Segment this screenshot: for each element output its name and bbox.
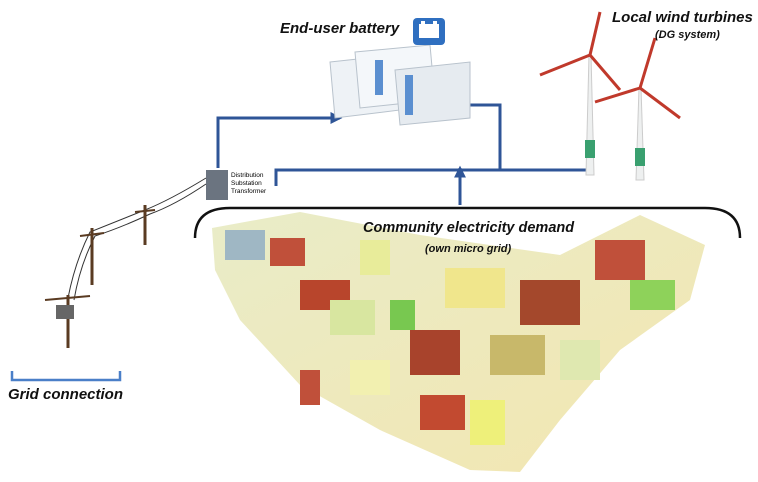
grid-label: Grid connection — [8, 386, 123, 403]
grid-bracket — [12, 371, 120, 380]
demand-label: Community electricity demand — [363, 220, 575, 236]
diagram: Community electricity demand (own micro … — [0, 0, 758, 482]
battery-icon — [413, 18, 445, 45]
transformer-label: Transformer — [231, 188, 267, 195]
battery-containers — [330, 45, 470, 125]
demand-sublabel: (own micro grid) — [425, 243, 512, 255]
transformer-label: Substation — [231, 180, 262, 187]
transformer-icon — [206, 170, 228, 200]
power-lines — [45, 178, 206, 348]
wind-sublabel: (DG system) — [655, 29, 720, 41]
battery-label: End-user battery — [280, 20, 400, 37]
transformer-label: Distribution — [231, 172, 264, 179]
wind-label: Local wind turbines — [612, 9, 753, 26]
